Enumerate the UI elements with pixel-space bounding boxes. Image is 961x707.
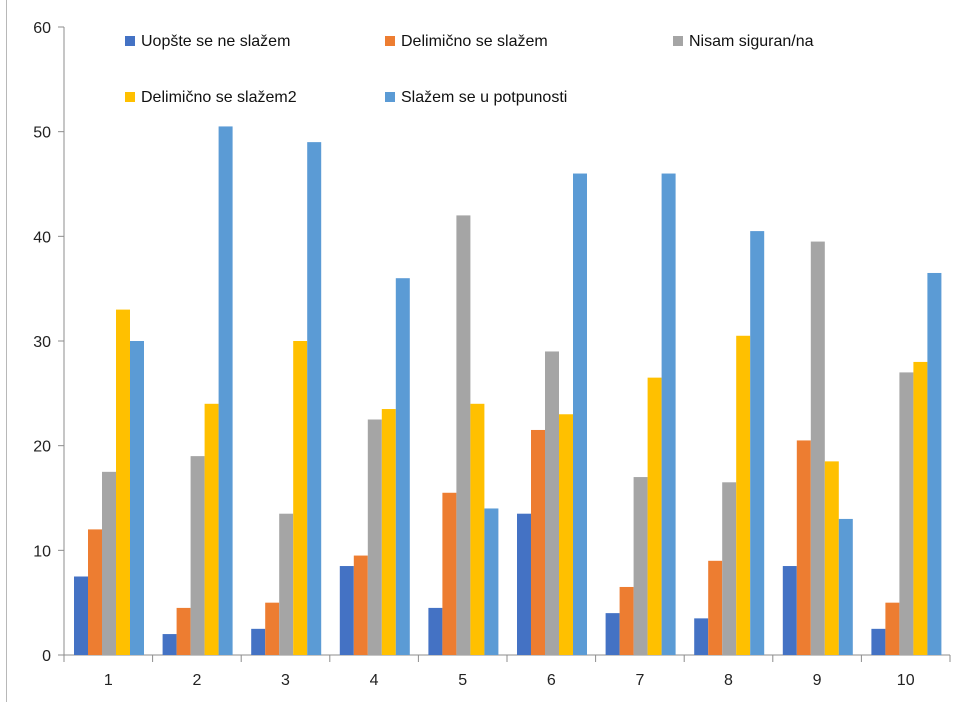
bar: [782, 566, 797, 655]
x-tick-label: 10: [897, 672, 915, 689]
left-frame-line: [6, 0, 7, 702]
bar: [633, 477, 648, 655]
legend-label: Delimično se slažem2: [141, 89, 297, 106]
y-tick-label: 10: [33, 543, 51, 560]
legend-label: Slažem se u potpunosti: [401, 89, 567, 106]
bar: [573, 173, 587, 656]
legend-swatch: [125, 36, 135, 46]
y-tick-label: 60: [33, 20, 51, 37]
bar: [265, 602, 280, 655]
x-tick-label: 7: [635, 672, 644, 689]
bar: [395, 278, 410, 655]
bar: [885, 602, 900, 655]
bar: [545, 351, 559, 655]
bar: [116, 309, 130, 655]
x-tick-label: 6: [547, 672, 556, 689]
bar: [307, 142, 322, 656]
bar: [517, 513, 531, 655]
legend-swatch: [673, 36, 683, 46]
bar: [810, 241, 825, 656]
legend-swatch: [385, 92, 395, 102]
bar: [176, 607, 191, 655]
bar: [162, 634, 177, 655]
bar: [605, 613, 620, 655]
y-tick-label: 30: [33, 334, 51, 351]
bar: [871, 628, 886, 655]
bar: [339, 566, 354, 655]
bar: [251, 628, 266, 655]
legend-label: Nisam siguran/na: [689, 33, 814, 50]
bar: [694, 618, 709, 655]
bar: [367, 419, 382, 655]
bar: [190, 456, 205, 655]
bar: [531, 429, 545, 655]
bar: [824, 461, 839, 655]
bar: [913, 361, 928, 655]
bar: [428, 607, 443, 655]
bar: [722, 482, 737, 655]
bar: [204, 403, 219, 655]
y-tick-label: 50: [33, 125, 51, 142]
y-tick-label: 40: [33, 229, 51, 246]
bar: [293, 341, 308, 655]
bar: [218, 126, 233, 655]
bar: [470, 403, 485, 655]
bar: [456, 215, 471, 655]
bar: [750, 231, 765, 655]
bar: [899, 372, 914, 655]
bar: [442, 492, 457, 655]
bar: [88, 529, 102, 655]
x-tick-label: 1: [104, 672, 113, 689]
legend-swatch: [125, 92, 135, 102]
bar: [484, 508, 499, 655]
legend-swatch: [385, 36, 395, 46]
bar: [736, 335, 751, 655]
bar: [619, 586, 634, 655]
bar: [661, 173, 676, 656]
bar: [102, 471, 116, 655]
bar: [796, 440, 811, 655]
x-tick-label: 2: [192, 672, 201, 689]
legend-label: Delimično se slažem: [401, 33, 548, 50]
y-tick-label: 20: [33, 439, 51, 456]
bar: [74, 576, 88, 655]
bar: [838, 518, 853, 655]
bar: [279, 513, 294, 655]
x-tick-label: 9: [813, 672, 822, 689]
x-tick-label: 8: [724, 672, 733, 689]
bar: [353, 555, 368, 655]
bar: [708, 560, 723, 655]
bar: [559, 414, 573, 655]
x-tick-label: 3: [281, 672, 290, 689]
bar: [130, 341, 144, 655]
x-tick-label: 4: [370, 672, 379, 689]
bar: [647, 377, 662, 655]
legend-label: Uopšte se ne slažem: [141, 33, 290, 50]
y-tick-label: 0: [42, 648, 51, 665]
x-tick-label: 5: [458, 672, 467, 689]
bar: [381, 409, 396, 655]
bar: [927, 272, 942, 655]
